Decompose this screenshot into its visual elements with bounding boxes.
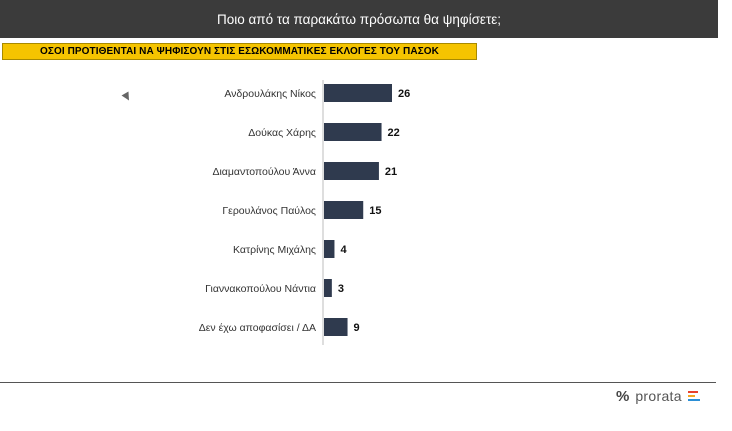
chart-title: Ποιο από τα παρακάτω πρόσωπα θα ψηφίσετε… <box>0 0 718 38</box>
value-label: 21 <box>385 166 397 178</box>
value-label: 4 <box>340 244 347 256</box>
category-label: Γερουλάνος Παύλος <box>222 205 316 217</box>
prorata-logo: % prorata <box>616 386 700 406</box>
bars-group: Ανδρουλάκης Νίκος 26 Δούκας Χάρης 22 Διαμαντ… <box>199 84 410 336</box>
bar <box>324 201 364 219</box>
category-label: Κατρίνης Μιχάλης <box>233 244 316 256</box>
bar <box>324 318 348 336</box>
percent-icon: % <box>616 387 630 405</box>
bar <box>324 84 392 102</box>
bar-chart: Ανδρουλάκης Νίκος 26 Δούκας Χάρης 22 Διαμαντ… <box>199 80 410 345</box>
value-label: 15 <box>369 205 381 217</box>
value-label: 3 <box>338 283 344 295</box>
category-label: Δούκας Χάρης <box>248 127 316 139</box>
value-label: 22 <box>388 127 400 139</box>
logo-text: prorata <box>635 388 682 404</box>
category-label: Γιαννακοπούλου Νάντια <box>205 283 316 295</box>
footer-divider <box>0 382 716 383</box>
bar <box>324 279 332 297</box>
category-label: Διαμαντοπούλου Άννα <box>212 166 316 178</box>
category-label: Ανδρουλάκης Νίκος <box>224 88 316 100</box>
category-label: Δεν έχω αποφασίσει / ΔΑ <box>199 322 316 334</box>
bar <box>324 162 379 180</box>
bar <box>324 123 382 141</box>
chart-subtitle: ΟΣΟΙ ΠΡΟΤΙΘΕΝΤΑΙ ΝΑ ΨΗΦΙΣΟΥΝ ΣΤΙΣ ΕΣΩΚΟΜ… <box>2 43 477 60</box>
value-label: 9 <box>354 322 360 334</box>
value-label: 26 <box>398 88 410 100</box>
logo-bars-icon <box>687 391 700 401</box>
bar <box>324 240 335 258</box>
